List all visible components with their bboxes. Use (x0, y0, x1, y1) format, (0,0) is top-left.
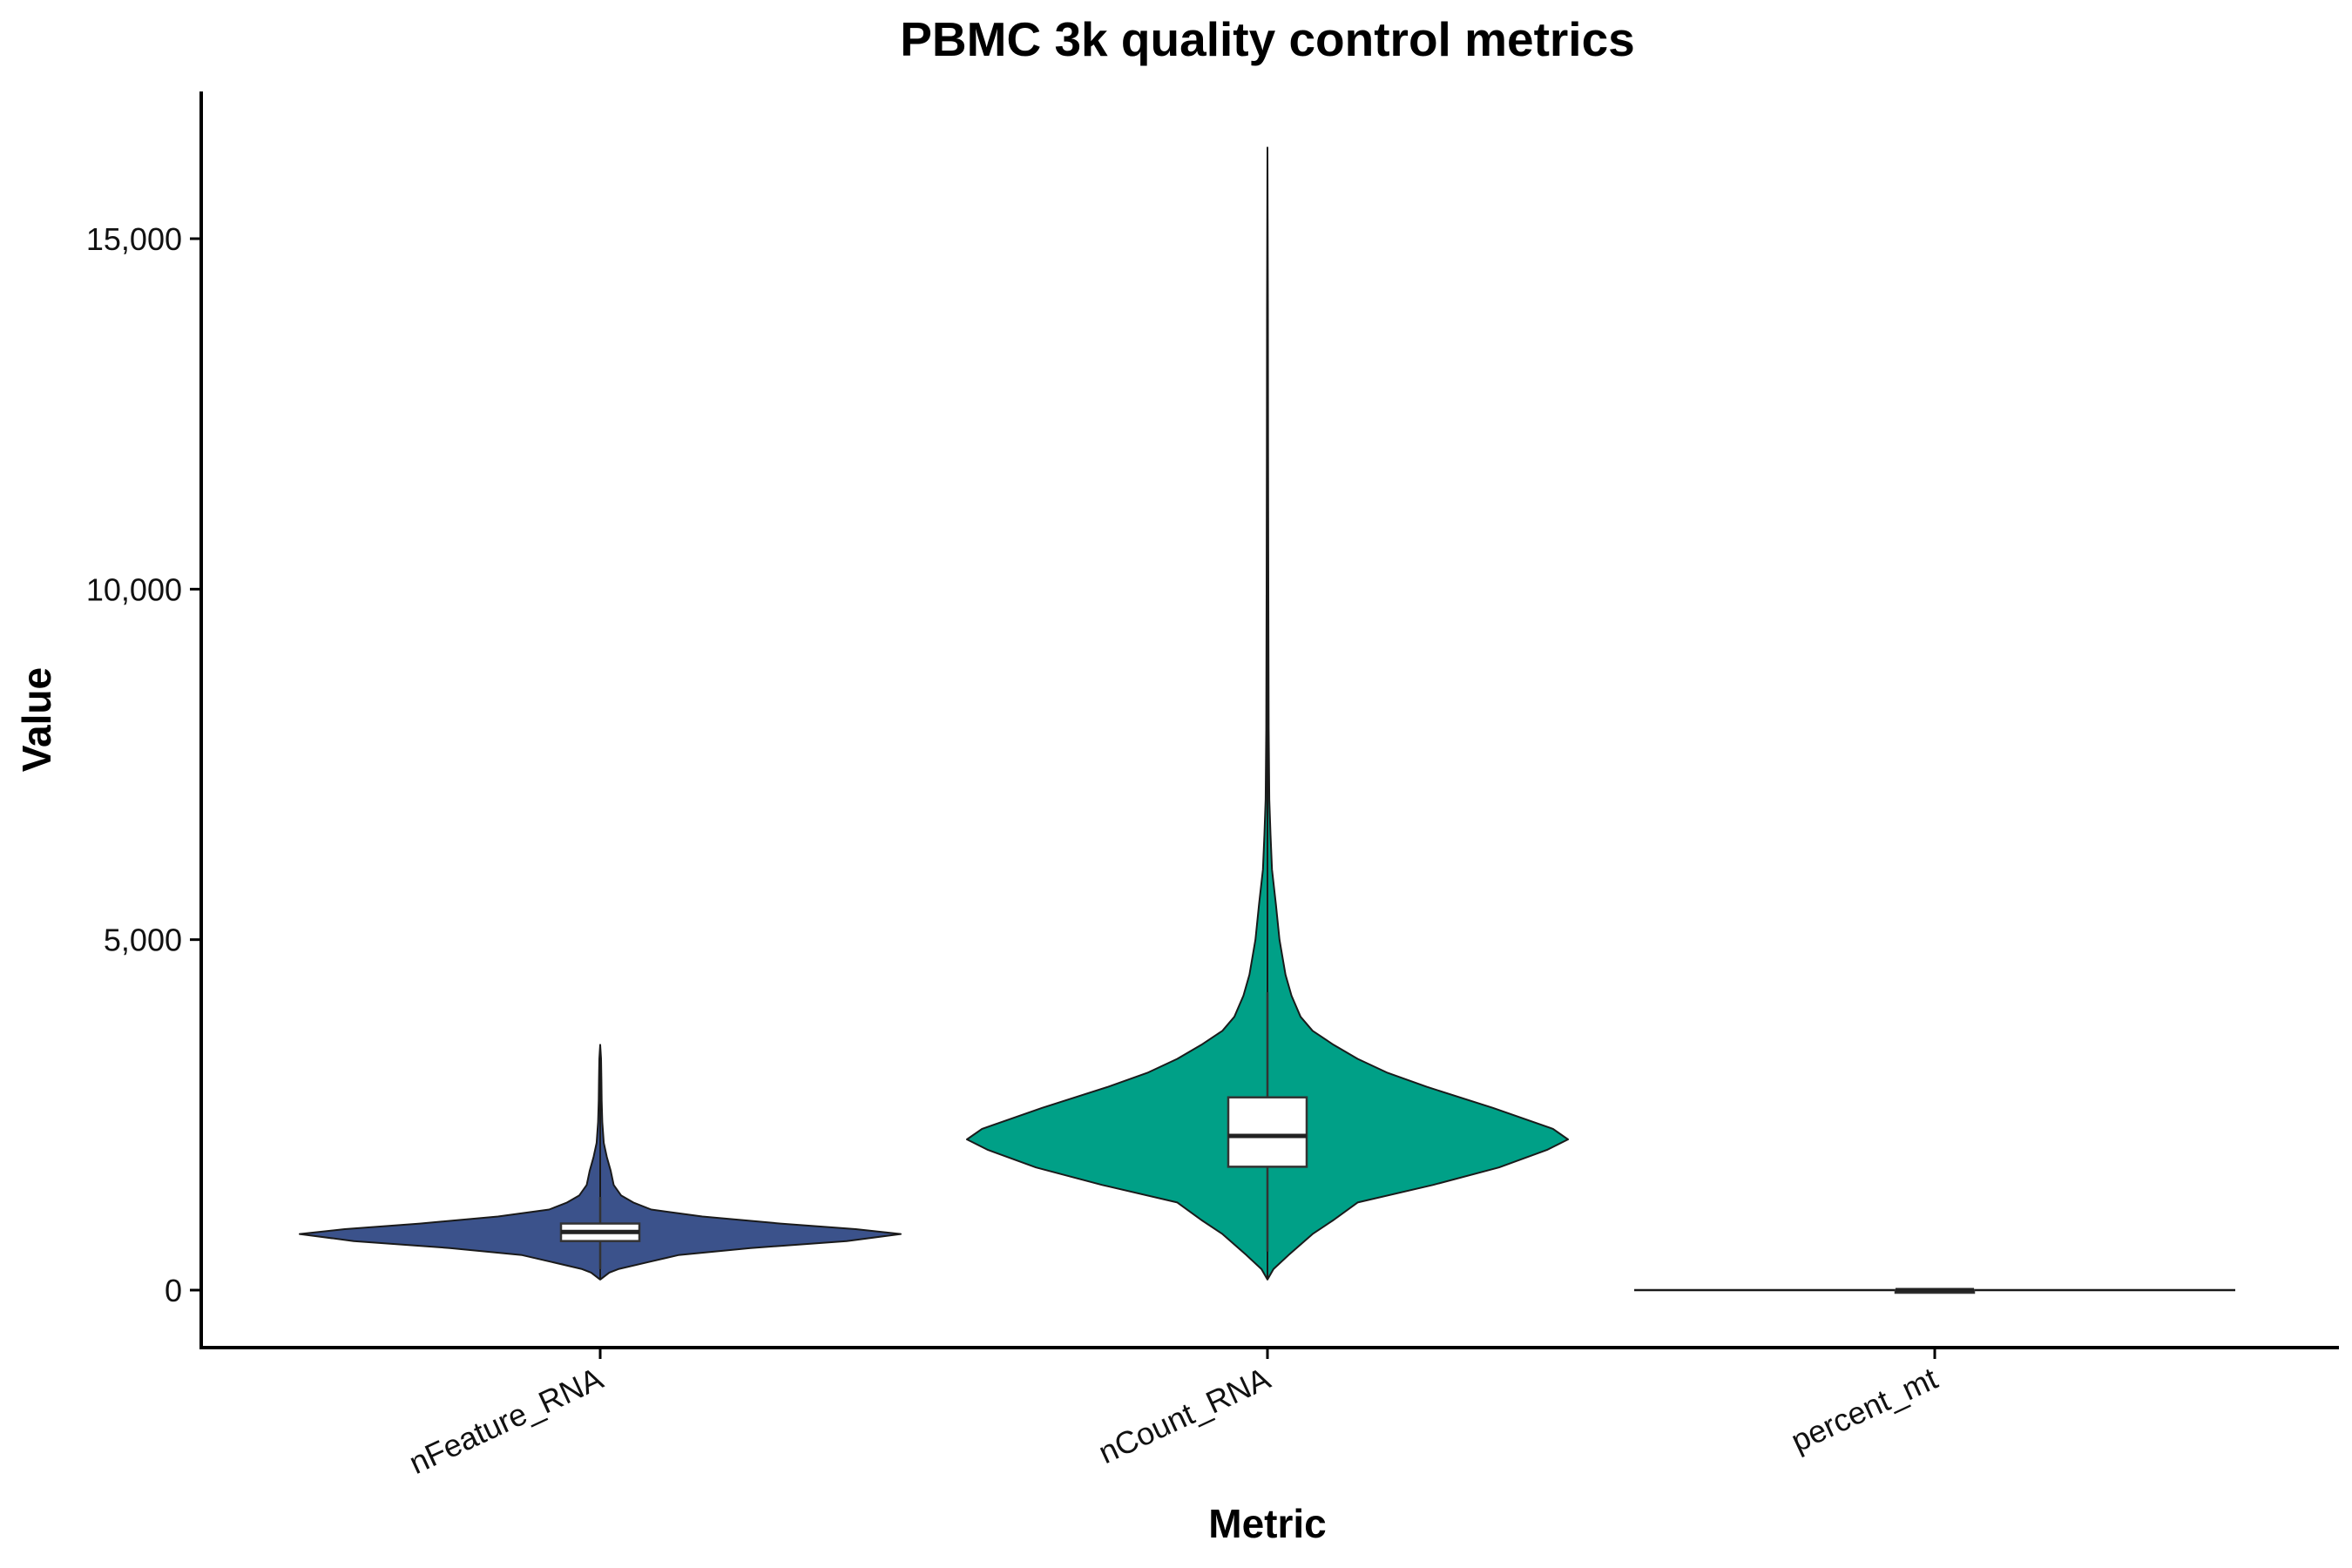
y-tick-label: 5,000 (104, 923, 182, 958)
x-axis-ticks: nFeature_RNA nCount_RNA percent_mt (403, 1348, 1943, 1481)
y-tick-label: 15,000 (86, 221, 182, 257)
y-axis-ticks: 0 5,000 10,000 15,000 (86, 221, 201, 1308)
y-axis-title: Value (14, 667, 59, 772)
x-tick-label-percent-mt: percent_mt (1786, 1360, 1943, 1458)
plot-area (299, 146, 2235, 1294)
chart-title: PBMC 3k quality control metrics (900, 12, 1635, 66)
box-ncount-rna (1227, 1096, 1308, 1168)
y-tick-label: 10,000 (86, 571, 182, 607)
y-tick-label: 0 (165, 1273, 182, 1308)
x-tick-label-ncount-rna: nCount_RNA (1093, 1360, 1276, 1470)
x-axis-title: Metric (1208, 1501, 1326, 1546)
axes (199, 91, 2339, 1349)
x-tick-label-nfeature-rna: nFeature_RNA (403, 1360, 608, 1481)
